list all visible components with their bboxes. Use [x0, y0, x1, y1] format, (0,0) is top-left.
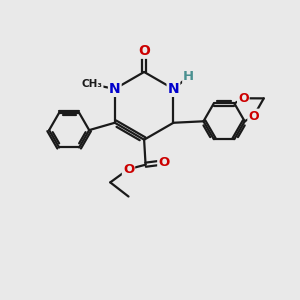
- Text: CH₃: CH₃: [82, 80, 103, 89]
- Text: O: O: [138, 44, 150, 58]
- Text: O: O: [248, 110, 259, 123]
- Text: O: O: [158, 156, 169, 169]
- Text: O: O: [123, 163, 134, 176]
- Text: O: O: [238, 92, 249, 105]
- Text: N: N: [109, 82, 121, 96]
- Text: H: H: [183, 70, 194, 83]
- Text: N: N: [168, 82, 179, 96]
